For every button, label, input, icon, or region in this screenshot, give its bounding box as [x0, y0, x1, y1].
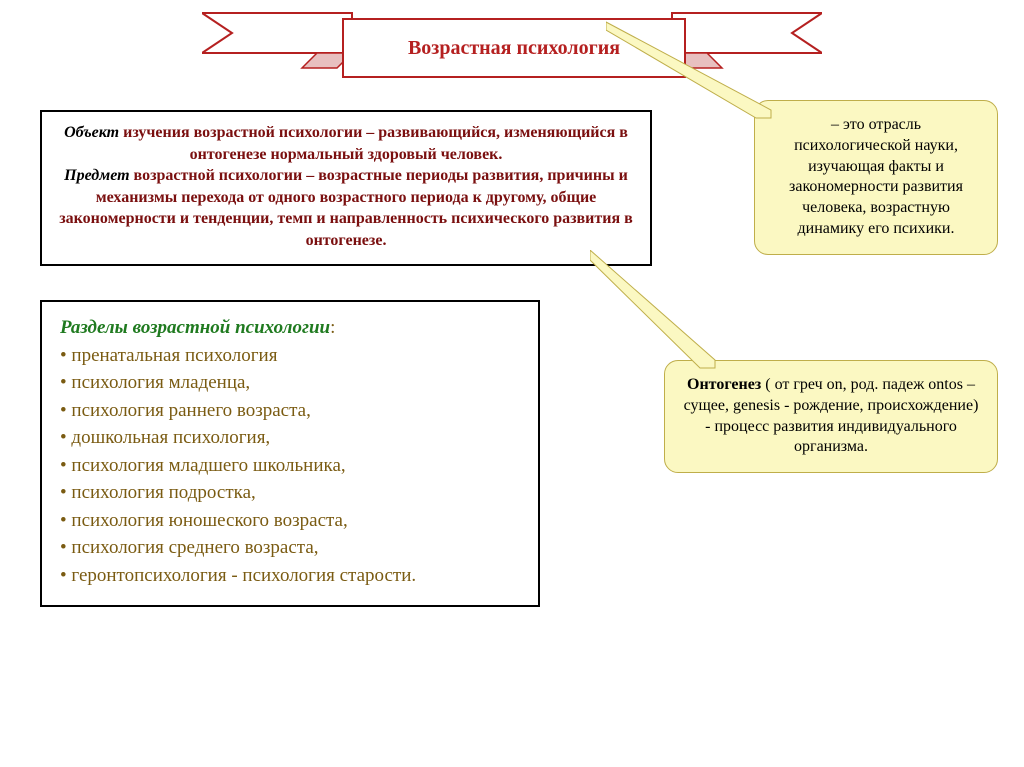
list-item: • геронтопсихология - психология старост…: [60, 562, 520, 590]
object-line: Объект изучения возрастной психологии – …: [56, 122, 636, 165]
sections-colon: :: [330, 317, 335, 338]
list-item: • психология среднего возраста,: [60, 534, 520, 562]
page-title: Возрастная психология: [408, 37, 620, 60]
definition-callout: – это отрасль психологической науки, изу…: [754, 100, 998, 255]
list-item: • пренатальная психология: [60, 342, 520, 370]
list-item: • психология юношеского возраста,: [60, 507, 520, 535]
ribbon-left-icon: [202, 8, 362, 83]
list-item: • психология раннего возраста,: [60, 397, 520, 425]
list-item: • психология младенца,: [60, 369, 520, 397]
definition-callout-tail-icon: [606, 10, 776, 120]
ontogenesis-callout: Онтогенез ( от греч on, род. падеж ontos…: [664, 360, 998, 473]
subject-text: возрастной психологии – возрастные перио…: [59, 167, 633, 249]
sections-list: • пренатальная психология• психология мл…: [60, 342, 520, 590]
list-item: • психология подростка,: [60, 479, 520, 507]
sections-heading: Разделы возрастной психологии: [60, 317, 330, 338]
definition-text: – это отрасль психологической науки, изу…: [789, 116, 963, 237]
subject-keyword: Предмет: [64, 167, 129, 184]
list-item: • психология младшего школьника,: [60, 452, 520, 480]
list-item: • дошкольная психология,: [60, 424, 520, 452]
subject-line: Предмет возрастной психологии – возрастн…: [56, 165, 636, 251]
sections-box: Разделы возрастной психологии: • прената…: [40, 300, 540, 607]
ontogenesis-term: Онтогенез: [687, 376, 761, 393]
object-keyword: Объект: [64, 124, 119, 141]
object-text: изучения возрастной психологии – развива…: [119, 124, 628, 163]
ontogenesis-callout-tail-icon: [590, 250, 720, 370]
object-definition-box: Объект изучения возрастной психологии – …: [40, 110, 652, 266]
